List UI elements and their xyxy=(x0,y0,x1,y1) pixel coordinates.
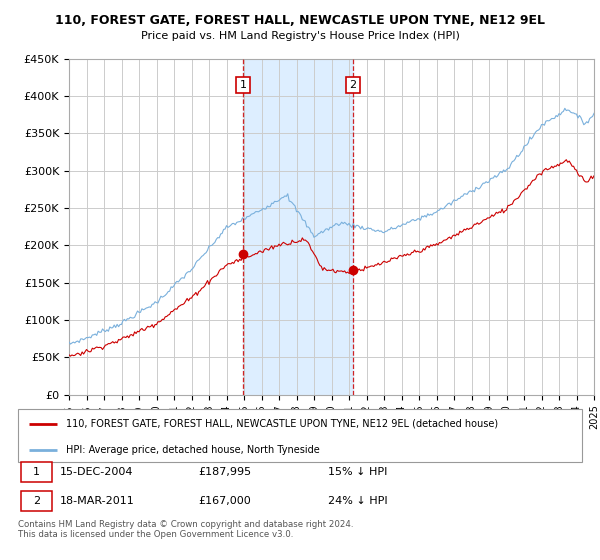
FancyBboxPatch shape xyxy=(21,491,52,511)
Text: 24% ↓ HPI: 24% ↓ HPI xyxy=(328,496,388,506)
Text: 1: 1 xyxy=(33,467,40,477)
Bar xyxy=(243,59,353,395)
Text: 1: 1 xyxy=(240,80,247,90)
Text: 110, FOREST GATE, FOREST HALL, NEWCASTLE UPON TYNE, NE12 9EL (detached house): 110, FOREST GATE, FOREST HALL, NEWCASTLE… xyxy=(66,419,498,429)
Text: £187,995: £187,995 xyxy=(199,467,251,477)
Text: 2: 2 xyxy=(33,496,40,506)
Text: 2: 2 xyxy=(349,80,356,90)
Text: Contains HM Land Registry data © Crown copyright and database right 2024.
This d: Contains HM Land Registry data © Crown c… xyxy=(18,520,353,539)
Text: 18-MAR-2011: 18-MAR-2011 xyxy=(60,496,135,506)
Text: HPI: Average price, detached house, North Tyneside: HPI: Average price, detached house, Nort… xyxy=(66,445,320,455)
FancyBboxPatch shape xyxy=(21,463,52,482)
Text: Price paid vs. HM Land Registry's House Price Index (HPI): Price paid vs. HM Land Registry's House … xyxy=(140,31,460,41)
Text: 110, FOREST GATE, FOREST HALL, NEWCASTLE UPON TYNE, NE12 9EL: 110, FOREST GATE, FOREST HALL, NEWCASTLE… xyxy=(55,14,545,27)
Text: 15-DEC-2004: 15-DEC-2004 xyxy=(60,467,134,477)
Text: 15% ↓ HPI: 15% ↓ HPI xyxy=(328,467,388,477)
Text: £167,000: £167,000 xyxy=(199,496,251,506)
FancyBboxPatch shape xyxy=(18,409,582,462)
